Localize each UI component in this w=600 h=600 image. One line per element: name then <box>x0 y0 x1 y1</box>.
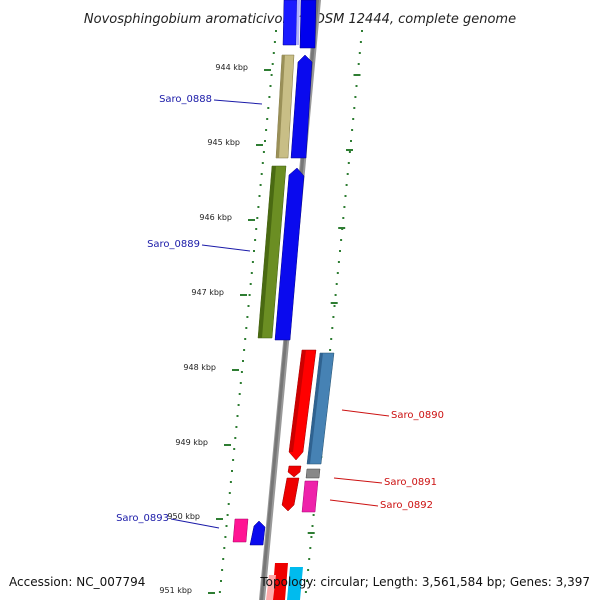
gene-block <box>272 563 288 600</box>
map-title: Novosphingobium aromaticivorans DSM 1244… <box>84 12 516 27</box>
gene-features <box>232 0 335 600</box>
accession-text: Accession: NC_007794 <box>9 575 146 589</box>
gene-leader-line <box>201 244 251 252</box>
gene-block <box>258 166 276 338</box>
gene-label: Saro_0890 <box>391 410 444 421</box>
gene-block <box>301 480 319 513</box>
gene-block <box>282 0 298 46</box>
gene-labels: Saro_0888 Saro_0889 Saro_0890 Saro_0891 Saro… <box>116 94 444 529</box>
gene-block <box>299 0 317 49</box>
gene-block <box>232 518 249 543</box>
gene-leader-line <box>213 99 263 105</box>
gene-leader-line <box>329 499 379 507</box>
tick-label: 948 kbp <box>183 363 216 372</box>
gene-label: Saro_0893 <box>116 513 169 524</box>
tick-label: 946 kbp <box>199 213 232 222</box>
tick-label: 944 kbp <box>215 63 248 72</box>
gene-block <box>287 465 302 478</box>
gene-label: Saro_0889 <box>147 239 200 250</box>
gene-block <box>296 0 300 45</box>
tick-label: 947 kbp <box>191 288 224 297</box>
gene-leader-line <box>333 477 383 484</box>
gene-leader-line <box>341 409 390 417</box>
gene-label: Saro_0888 <box>159 94 212 105</box>
tick-label: 945 kbp <box>207 138 240 147</box>
gene-block <box>290 54 313 159</box>
genome-summary-text: Topology: circular; Length: 3,561,584 bp… <box>260 575 590 589</box>
gene-block <box>281 477 300 512</box>
gene-label: Saro_0891 <box>384 477 437 488</box>
tick-label: 950 kbp <box>167 512 200 521</box>
gene-block <box>289 350 306 452</box>
gene-label: Saro_0892 <box>380 500 433 511</box>
gene-block <box>276 55 285 158</box>
gene-block <box>307 353 323 464</box>
ruler-ticks: 944 kbp 945 kbp 946 kbp 947 kbp 948 kbp 949 k… <box>159 63 271 595</box>
gene-block <box>266 575 276 600</box>
tick-label: 951 kbp <box>159 586 192 595</box>
gene-block <box>249 520 266 546</box>
gene-leader-line <box>170 518 220 529</box>
gene-block <box>274 167 305 341</box>
gene-block <box>305 468 321 479</box>
tick-label: 949 kbp <box>175 438 208 447</box>
gene-block <box>288 349 317 461</box>
gene-block <box>287 567 303 600</box>
